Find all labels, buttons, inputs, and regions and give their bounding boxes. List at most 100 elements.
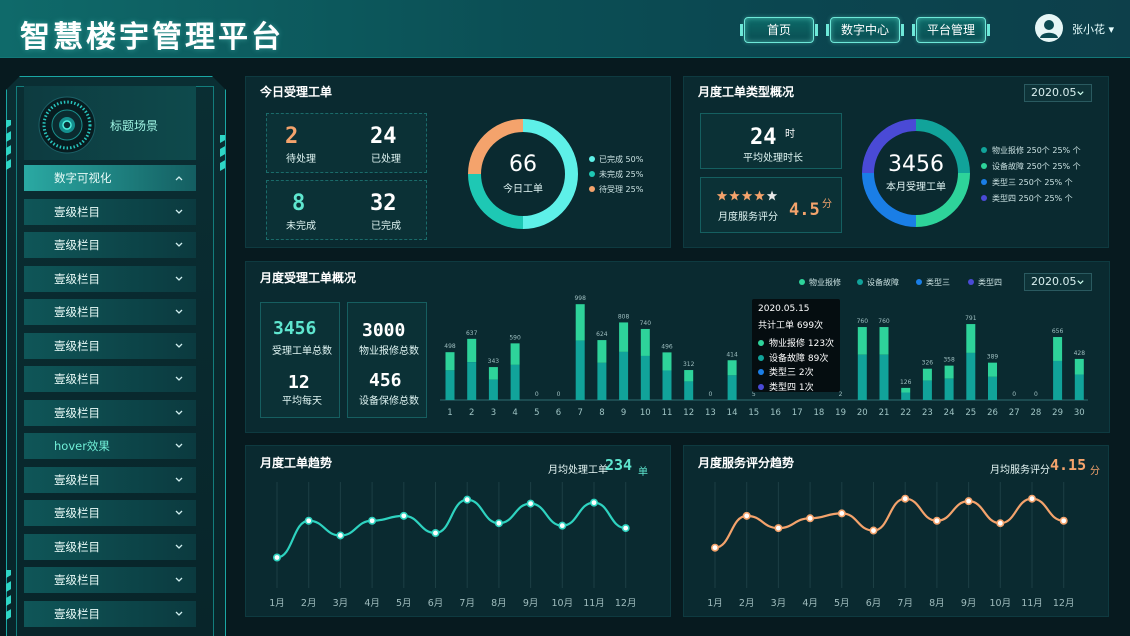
nav-home-button[interactable]: 首页 bbox=[740, 17, 818, 43]
sidebar-item[interactable]: 壹级栏目 bbox=[24, 332, 196, 359]
sidebar-item[interactable]: 壹级栏目 bbox=[24, 366, 196, 392]
today-orders-title: 今日受理工单 bbox=[260, 85, 333, 99]
x-tick-label: 7 bbox=[577, 408, 582, 418]
chevron-down-icon bbox=[175, 376, 183, 381]
x-tick-label: 1 bbox=[447, 408, 452, 418]
finished-count: 32 bbox=[370, 191, 397, 216]
nav-data-center-button[interactable]: 数字中心 bbox=[826, 17, 904, 43]
type-month-select[interactable]: 2020.05 bbox=[1024, 84, 1092, 102]
legend-label: 物业报修 250个 25% 个 bbox=[992, 146, 1081, 155]
x-tick-label: 28 bbox=[1030, 408, 1041, 418]
sidebar-item-label: 壹级栏目 bbox=[54, 372, 100, 386]
star-icon bbox=[766, 190, 778, 201]
bar-value-label: 428 bbox=[1074, 350, 1086, 357]
top-header: 智慧楼宇管理平台 首页 数字中心 平台管理 张小花 ▾ bbox=[0, 0, 1130, 58]
rating-trend-summary-label: 月均服务评分 bbox=[990, 465, 1050, 476]
type-donut-chart bbox=[862, 119, 970, 227]
legend-label: 类型三 250个 25% 个 bbox=[992, 178, 1073, 187]
bar-value-label: 0 bbox=[1034, 391, 1038, 398]
device-total-label: 设备保修总数 bbox=[359, 396, 419, 407]
legend-dot-icon bbox=[981, 147, 987, 153]
type-donut-slice bbox=[862, 173, 916, 227]
tooltip-row: 设备故障 89次 bbox=[758, 351, 828, 364]
rating-point bbox=[901, 494, 910, 503]
bar-value-label: 414 bbox=[726, 351, 738, 358]
tooltip-row: 物业报修 123次 bbox=[758, 336, 834, 349]
x-tick-label: 11月 bbox=[583, 598, 605, 609]
trend-point bbox=[558, 521, 567, 530]
rating-value: 4.5 bbox=[789, 200, 820, 220]
trend-point bbox=[399, 511, 408, 520]
bar-value-label: 496 bbox=[661, 343, 673, 350]
rating-point bbox=[742, 511, 751, 520]
trend-panel bbox=[245, 445, 671, 617]
x-tick-label: 10月 bbox=[990, 598, 1012, 609]
bar-segment-repair bbox=[510, 343, 520, 365]
sidebar-item[interactable]: 壹级栏目 bbox=[24, 399, 196, 426]
type-donut-label: 本月受理工单 bbox=[886, 182, 946, 193]
bar-segment-repair bbox=[727, 360, 737, 376]
bar-value-label: 0 bbox=[535, 391, 539, 398]
chevron-down-icon bbox=[175, 242, 183, 247]
sidebar-item[interactable]: 壹级栏目 bbox=[24, 198, 196, 225]
sidebar-item-label: 壹级栏目 bbox=[54, 472, 100, 487]
sidebar-item[interactable]: 壹级栏目 bbox=[24, 500, 196, 526]
sidebar-item[interactable]: 壹级栏目 bbox=[24, 567, 196, 593]
chevron-down-icon bbox=[175, 544, 183, 549]
user-menu[interactable]: 张小花 ▾ bbox=[1072, 21, 1114, 37]
rating-line bbox=[714, 497, 1064, 549]
sidebar-deco-stripes-right-icon bbox=[220, 135, 225, 171]
nav-platform-admin-button[interactable]: 平台管理 bbox=[912, 17, 990, 43]
trend-point bbox=[621, 524, 630, 533]
bar-value-label: 326 bbox=[922, 360, 934, 367]
rating-line-chart: 1月 2月 3月 4月 5月 6月 7月 8月 9月 10月 11月 12月 bbox=[707, 482, 1074, 609]
rating-point bbox=[837, 509, 846, 518]
avg-time-box bbox=[700, 113, 842, 169]
x-tick-label: 3 bbox=[491, 408, 496, 418]
star-icon bbox=[741, 190, 753, 201]
trend-point bbox=[494, 519, 503, 528]
x-tick-label: 5 bbox=[534, 408, 539, 418]
bar-segment-repair bbox=[901, 387, 911, 393]
today-donut-slice bbox=[523, 119, 578, 229]
sidebar-item[interactable]: 壹级栏目 bbox=[24, 265, 196, 292]
device-total-value: 456 bbox=[369, 370, 402, 391]
rating-point bbox=[996, 519, 1005, 528]
chevron-up-icon bbox=[175, 176, 183, 181]
sidebar-item[interactable]: 数字可视化 bbox=[24, 165, 196, 191]
sidebar-item[interactable]: 壹级栏目 bbox=[24, 299, 196, 325]
sidebar-item[interactable]: 壹级栏目 bbox=[24, 466, 196, 493]
bar-segment-repair bbox=[1074, 358, 1084, 375]
bar-value-label: 343 bbox=[488, 358, 500, 365]
x-tick-label: 18 bbox=[813, 408, 824, 418]
rating-trend-title: 月度服务评分趋势 bbox=[698, 456, 795, 470]
monthly-month-select[interactable]: 2020.05 bbox=[1024, 273, 1092, 291]
bar-segment-device bbox=[922, 380, 932, 400]
sidebar-item[interactable]: 壹级栏目 bbox=[24, 600, 196, 627]
bar-segment-repair bbox=[988, 362, 997, 377]
monthly-bar-chart: 498 1 637 2 343 3 590 4 0 5 0 6 998 7 624 8 808 9 740 10 496… bbox=[440, 295, 1088, 418]
sidebar-item[interactable]: hover效果 bbox=[24, 433, 196, 459]
bar-value-label: 998 bbox=[574, 295, 586, 302]
sidebar-deco-stripes-bottom-icon bbox=[6, 570, 11, 620]
avatar[interactable] bbox=[1035, 14, 1063, 42]
user-name: 张小花 bbox=[1072, 23, 1105, 36]
sidebar-item-label: 数字可视化 bbox=[54, 171, 112, 185]
x-tick-label: 22 bbox=[900, 408, 911, 418]
bar-segment-repair bbox=[488, 367, 498, 380]
bar-segment-repair bbox=[640, 328, 650, 356]
sidebar-item[interactable]: 壹级栏目 bbox=[24, 232, 196, 258]
x-tick-label: 30 bbox=[1074, 408, 1085, 418]
bar-segment-repair bbox=[922, 368, 932, 381]
chevron-down-icon bbox=[1077, 280, 1084, 285]
legend-dot-icon bbox=[968, 279, 974, 285]
bar-value-label: 590 bbox=[509, 334, 521, 341]
x-tick-label: 16 bbox=[770, 408, 781, 418]
monthly-month-value: 2020.05 bbox=[1031, 275, 1077, 288]
sidebar-item[interactable]: 壹级栏目 bbox=[24, 533, 196, 560]
x-tick-label: 7月 bbox=[897, 598, 913, 609]
trend-point bbox=[273, 553, 282, 562]
sidebar-item-label: 壹级栏目 bbox=[54, 204, 100, 219]
type-donut-slice bbox=[862, 119, 916, 173]
bar-value-label: 2 bbox=[839, 391, 843, 398]
